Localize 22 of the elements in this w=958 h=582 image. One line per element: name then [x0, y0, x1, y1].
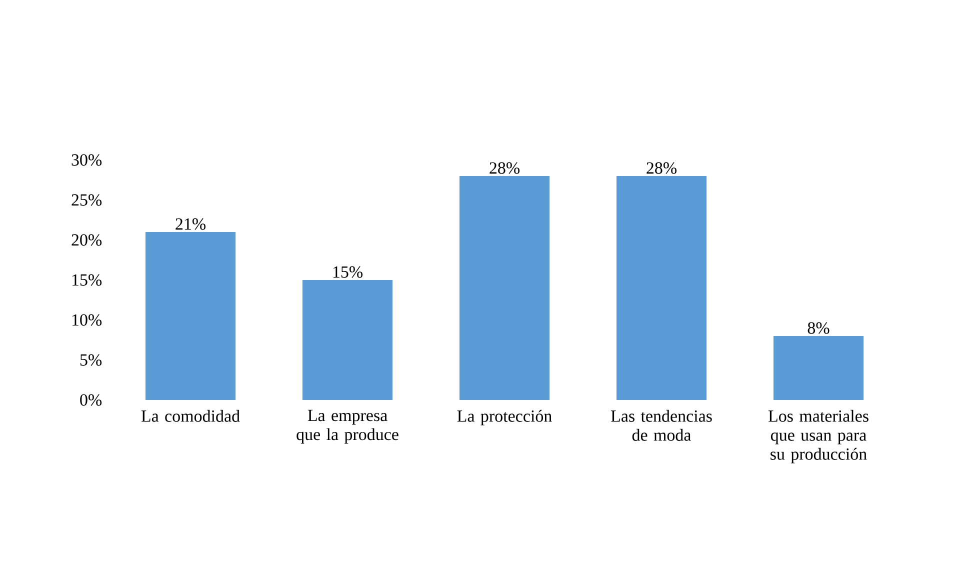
- bar: [616, 176, 707, 400]
- data-label: 8%: [808, 322, 830, 334]
- y-tick-label: 15%: [72, 274, 102, 286]
- data-label: 28%: [490, 162, 520, 174]
- y-tick-label: 5%: [80, 354, 102, 366]
- x-tick-label: Los materiales que usan para su producción: [768, 410, 868, 464]
- x-tick-label: La empresa que la produce: [296, 410, 398, 444]
- bar: [460, 176, 550, 400]
- y-tick-label: 10%: [72, 314, 102, 326]
- data-label: 15%: [333, 266, 362, 278]
- y-tick-label: 25%: [72, 194, 102, 206]
- bar: [774, 336, 864, 400]
- y-tick-label: 30%: [72, 154, 102, 166]
- x-tick-label: La comodidad: [141, 410, 240, 422]
- y-tick-label: 20%: [72, 234, 102, 246]
- bar: [302, 280, 393, 400]
- data-label: 28%: [646, 162, 676, 174]
- x-tick-label: Las tendencias de moda: [611, 410, 712, 441]
- x-tick-label: La protección: [457, 410, 552, 426]
- y-tick-label: 0%: [80, 394, 102, 406]
- data-label: 21%: [176, 218, 206, 230]
- bar: [146, 232, 236, 400]
